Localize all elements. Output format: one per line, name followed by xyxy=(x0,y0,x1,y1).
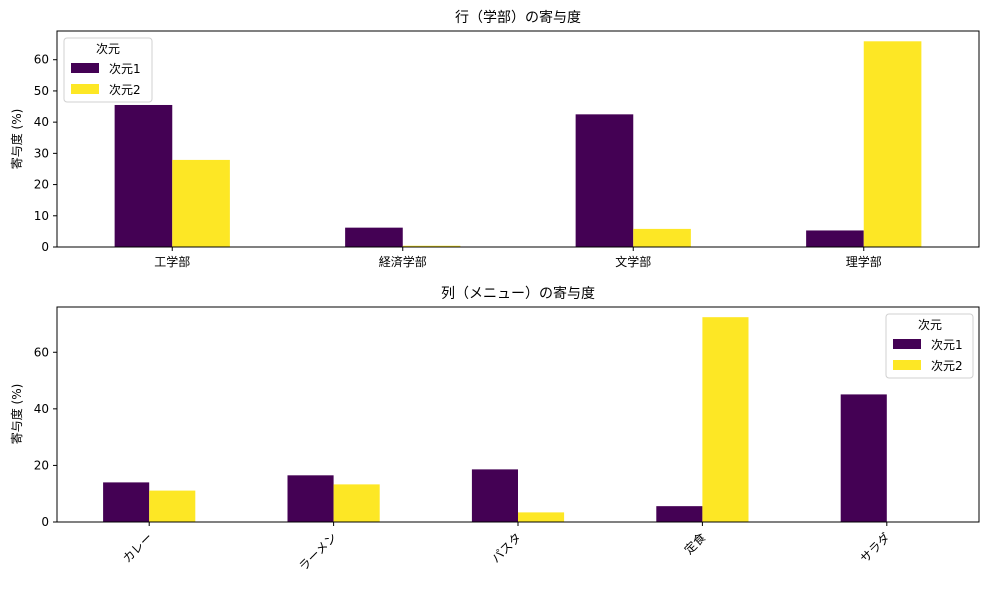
legend-swatch-dim1 xyxy=(71,63,99,73)
bar-理学部-次元1 xyxy=(806,230,864,247)
legend-label-dim1: 次元1 xyxy=(931,338,963,352)
bar-文学部-次元2 xyxy=(633,228,691,247)
bar-工学部-次元2 xyxy=(172,159,230,247)
y-tick-label: 30 xyxy=(34,146,49,160)
bar-経済学部-次元1 xyxy=(345,227,403,247)
y-ticks: 0 10 20 30 40 50 60 xyxy=(34,53,57,254)
bar-定食-次元1 xyxy=(656,506,703,522)
y-tick-label: 40 xyxy=(34,402,49,416)
y-tick-label: 10 xyxy=(34,209,49,223)
x-tick-label: 文学部 xyxy=(615,254,651,269)
y-tick-label: 20 xyxy=(34,458,49,472)
legend-label-dim2: 次元2 xyxy=(109,83,141,97)
bar-経済学部-次元2 xyxy=(402,245,461,247)
legend-title: 次元 xyxy=(918,318,942,332)
bar-定食-次元2 xyxy=(702,317,749,522)
y-tick-label: 50 xyxy=(34,84,49,98)
bar-ラーメン-次元1 xyxy=(287,475,334,522)
plot-frame xyxy=(56,30,980,248)
bar-工学部-次元1 xyxy=(114,104,173,247)
bars-layer xyxy=(103,317,887,523)
x-ticks: カレー ラーメン パスタ 定食 サラダ xyxy=(120,522,893,574)
bar-カレー-次元1 xyxy=(103,482,150,522)
bar-文学部-次元1 xyxy=(575,114,634,247)
y-tick-label: 60 xyxy=(34,53,49,67)
bar-理学部-次元2 xyxy=(863,41,922,247)
x-tick-label: 定食 xyxy=(681,530,709,558)
y-tick-label: 60 xyxy=(34,345,49,359)
legend-swatch-dim2 xyxy=(71,84,99,94)
x-tick-label: パスタ xyxy=(489,530,524,565)
legend-title: 次元 xyxy=(96,42,120,56)
legend-swatch-dim1 xyxy=(893,339,921,349)
y-axis-label: 寄与度 (%) xyxy=(9,109,24,170)
y-tick-label: 0 xyxy=(41,240,49,254)
bar-ラーメン-次元2 xyxy=(333,484,380,523)
x-tick-label: カレー xyxy=(120,530,155,565)
bars-layer xyxy=(114,41,922,247)
y-axis-label: 寄与度 (%) xyxy=(9,384,24,445)
legend-swatch-dim2 xyxy=(893,360,921,370)
y-tick-label: 0 xyxy=(41,515,49,529)
bar-サラダ-次元1 xyxy=(840,394,887,522)
chart-title: 列（メニュー）の寄与度 xyxy=(441,285,595,302)
x-tick-label: ラーメン xyxy=(296,530,340,574)
legend: 次元 次元1 次元2 xyxy=(885,313,974,379)
x-tick-label: 理学部 xyxy=(846,254,882,269)
x-ticks: 工学部 経済学部 文学部 理学部 xyxy=(154,247,882,269)
legend: 次元 次元1 次元2 xyxy=(63,37,153,103)
bar-カレー-次元2 xyxy=(149,490,196,522)
chart-row-contributions: 行（学部）の寄与度 寄与度 (%) 0 10 20 30 40 50 60 工学部 経済学部 文… xyxy=(9,9,980,269)
bar-パスタ-次元2 xyxy=(518,512,565,522)
chart-column-contributions: 列（メニュー）の寄与度 寄与度 (%) 0 20 40 60 カレー ラーメン パスタ 定食… xyxy=(9,285,980,574)
x-tick-label: 工学部 xyxy=(154,254,190,269)
bar-パスタ-次元1 xyxy=(471,469,518,522)
y-tick-label: 20 xyxy=(34,178,49,192)
x-tick-label: サラダ xyxy=(857,530,893,566)
legend-label-dim2: 次元2 xyxy=(931,359,963,373)
y-tick-label: 40 xyxy=(34,115,49,129)
chart-title: 行（学部）の寄与度 xyxy=(455,9,581,26)
legend-label-dim1: 次元1 xyxy=(109,62,141,76)
y-ticks: 0 20 40 60 xyxy=(34,345,57,529)
x-tick-label: 経済学部 xyxy=(379,254,427,269)
